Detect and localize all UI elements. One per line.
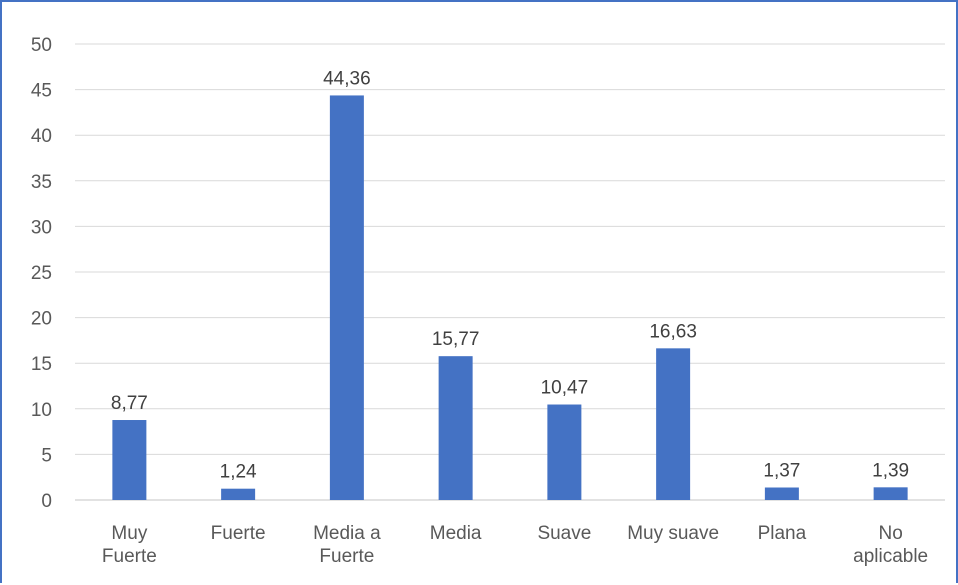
data-label: 1,39	[872, 460, 909, 481]
x-category-label: Suave	[537, 523, 591, 544]
bar	[221, 488, 256, 500]
data-label: 16,63	[649, 321, 697, 342]
x-category-label: No aplicable	[853, 523, 928, 567]
data-label: 10,47	[541, 378, 589, 399]
x-category-label: Media a Fuerte	[313, 523, 381, 567]
y-tick-label: 45	[31, 81, 52, 102]
gridlines	[75, 43, 945, 501]
y-tick-label: 15	[31, 354, 52, 375]
y-tick-label: 25	[31, 263, 52, 284]
x-category-label-line: aplicable	[853, 546, 928, 567]
x-category-label-line: Muy	[111, 523, 147, 544]
x-category-label-line: No	[878, 523, 902, 544]
data-label: 15,77	[432, 329, 480, 350]
x-category-label: Muy suave	[627, 523, 719, 544]
y-tick-label: 0	[41, 491, 52, 512]
y-tick-label: 20	[31, 309, 52, 330]
bar	[547, 404, 582, 500]
x-category-label: Plana	[758, 523, 807, 544]
bar	[764, 487, 799, 500]
data-label: 1,37	[763, 461, 800, 482]
data-label: 1,24	[220, 462, 257, 483]
x-category-label-line: Media a	[313, 523, 381, 544]
y-tick-label: 30	[31, 217, 52, 238]
y-axis-tick-labels: 0 5 10 15 20 25 30 35 40 45 50	[31, 35, 52, 512]
bar	[329, 95, 364, 500]
y-tick-label: 10	[31, 400, 52, 421]
x-category-label-line: Muy suave	[627, 523, 719, 544]
y-tick-label: 35	[31, 172, 52, 193]
x-category-label: Media	[430, 523, 482, 544]
bar	[656, 348, 691, 500]
x-category-label-line: Fuerte	[211, 523, 266, 544]
x-category-label-line: Fuerte	[102, 546, 157, 567]
bar	[873, 487, 908, 500]
bar	[112, 420, 147, 500]
y-tick-label: 40	[31, 126, 52, 147]
data-label: 44,36	[323, 68, 371, 89]
x-category-label: Fuerte	[211, 523, 266, 544]
x-category-label: Muy Fuerte	[102, 523, 157, 567]
bars	[112, 95, 908, 500]
data-labels: 8,77 1,24 44,36 15,77 10,47 16,63 1,37 1,39	[111, 68, 909, 482]
y-tick-label: 50	[31, 35, 52, 56]
x-category-label-line: Plana	[758, 523, 807, 544]
y-tick-label: 5	[41, 445, 52, 466]
data-label: 8,77	[111, 393, 148, 414]
x-category-label-line: Fuerte	[319, 546, 374, 567]
bar	[438, 356, 473, 500]
x-category-label-line: Suave	[537, 523, 591, 544]
x-category-label-line: Media	[430, 523, 482, 544]
